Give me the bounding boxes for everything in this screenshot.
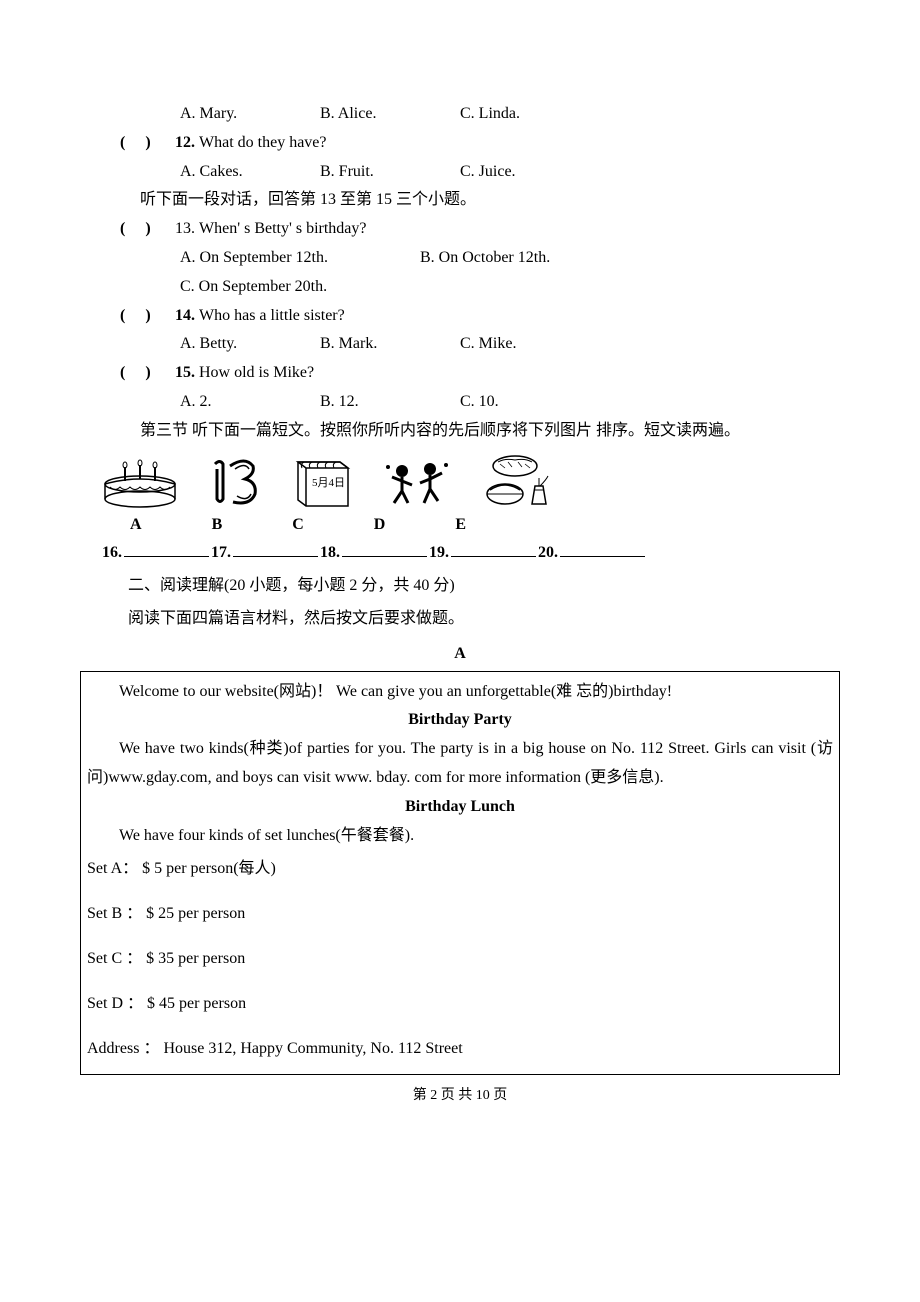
q17-blank[interactable] <box>233 539 318 557</box>
q20-num: 20. <box>538 539 558 568</box>
reading-instruction: 阅读下面四篇语言材料，然后按文后要求做题。 <box>80 605 840 634</box>
q15-line: ( ) 15. How old is Mike? <box>80 359 840 388</box>
q13-options-c: C. On September 20th. <box>80 273 840 302</box>
set-d: Set D ： $ 45 per person <box>87 990 833 1019</box>
kids-dancing-icon <box>380 459 455 509</box>
q15-number: 15. <box>175 359 195 388</box>
q13-option-c: C. On September 20th. <box>180 273 420 302</box>
label-a: A <box>130 511 142 540</box>
q13-number: 13. <box>175 215 195 244</box>
fill-blanks-row: 16. 17. 18. 19. 20. <box>80 539 840 568</box>
passage-a-label: A <box>80 640 840 669</box>
svg-text:5月4日: 5月4日 <box>312 477 345 489</box>
thirteen-icon <box>205 454 265 509</box>
q14-option-c: C. Mike. <box>460 330 600 359</box>
q18-blank[interactable] <box>342 539 427 557</box>
q14-blank[interactable]: ( ) <box>120 302 175 331</box>
q12-option-c: C. Juice. <box>460 158 600 187</box>
calendar-icon: 5月4日 <box>290 454 355 509</box>
q16-blank[interactable] <box>124 539 209 557</box>
q14-option-b: B. Mark. <box>320 330 460 359</box>
image-row: 5月4日 <box>80 454 840 509</box>
section3-instruction: 第三节 听下面一篇短文。按照你所听内容的先后顺序将下列图片 排序。短文读两遍。 <box>80 417 840 446</box>
cake-icon <box>100 459 180 509</box>
q11-options: A. Mary. B. Alice. C. Linda. <box>80 100 840 129</box>
q15-blank[interactable]: ( ) <box>120 359 175 388</box>
lunch-header: Birthday Lunch <box>87 793 833 822</box>
address: Address ： House 312, Happy Community, No… <box>87 1035 833 1064</box>
welcome-text: Welcome to our website(网站)！ We can give … <box>87 678 833 707</box>
label-b: B <box>212 511 223 540</box>
instruction-13-15: 听下面一段对话，回答第 13 至第 15 三个小题。 <box>80 186 840 215</box>
q15-option-a: A. 2. <box>180 388 320 417</box>
lunch-intro: We have four kinds of set lunches(午餐套餐). <box>87 822 833 851</box>
q13-option-a: A. On September 12th. <box>180 244 420 273</box>
q13-option-b: B. On October 12th. <box>420 244 660 273</box>
q11-option-b: B. Alice. <box>320 100 460 129</box>
q11-option-c: C. Linda. <box>460 100 600 129</box>
q12-blank[interactable]: ( ) <box>120 129 175 158</box>
q15-option-c: C. 10. <box>460 388 600 417</box>
q15-option-b: B. 12. <box>320 388 460 417</box>
party-text: We have two kinds(种类)of parties for you.… <box>87 735 833 793</box>
q12-option-a: A. Cakes. <box>180 158 320 187</box>
q14-number: 14. <box>175 302 195 331</box>
q13-text: When' s Betty' s birthday? <box>199 215 367 244</box>
q20-blank[interactable] <box>560 539 645 557</box>
q15-text: How old is Mike? <box>199 359 314 388</box>
q12-number: 12. <box>175 129 195 158</box>
q14-line: ( ) 14. Who has a little sister? <box>80 302 840 331</box>
passage-box: Welcome to our website(网站)！ We can give … <box>80 671 840 1076</box>
set-c: Set C ： $ 35 per person <box>87 945 833 974</box>
q18-num: 18. <box>320 539 340 568</box>
label-e: E <box>455 511 466 540</box>
q19-blank[interactable] <box>451 539 536 557</box>
q19-num: 19. <box>429 539 449 568</box>
q12-text: What do they have? <box>199 129 327 158</box>
q12-option-b: B. Fruit. <box>320 158 460 187</box>
party-header: Birthday Party <box>87 706 833 735</box>
q12-line: ( ) 12. What do they have? <box>80 129 840 158</box>
label-c: C <box>292 511 304 540</box>
q14-options: A. Betty. B. Mark. C. Mike. <box>80 330 840 359</box>
food-icon <box>480 454 555 509</box>
q16-num: 16. <box>102 539 122 568</box>
q15-options: A. 2. B. 12. C. 10. <box>80 388 840 417</box>
q12-options: A. Cakes. B. Fruit. C. Juice. <box>80 158 840 187</box>
set-b: Set B ： $ 25 per person <box>87 900 833 929</box>
image-labels: A B C D E <box>80 511 840 540</box>
set-a: Set A： $ 5 per person(每人) <box>87 855 833 884</box>
q11-option-a: A. Mary. <box>180 100 320 129</box>
q13-options-ab: A. On September 12th. B. On October 12th… <box>80 244 840 273</box>
q13-blank[interactable]: ( ) <box>120 215 175 244</box>
reading-section-title: 二、阅读理解(20 小题，每小题 2 分，共 40 分) <box>80 572 840 601</box>
q14-option-a: A. Betty. <box>180 330 320 359</box>
q17-num: 17. <box>211 539 231 568</box>
label-d: D <box>374 511 386 540</box>
q14-text: Who has a little sister? <box>199 302 345 331</box>
page-footer: 第 2 页 共 10 页 <box>80 1083 840 1108</box>
q13-line: ( ) 13. When' s Betty' s birthday? <box>80 215 840 244</box>
